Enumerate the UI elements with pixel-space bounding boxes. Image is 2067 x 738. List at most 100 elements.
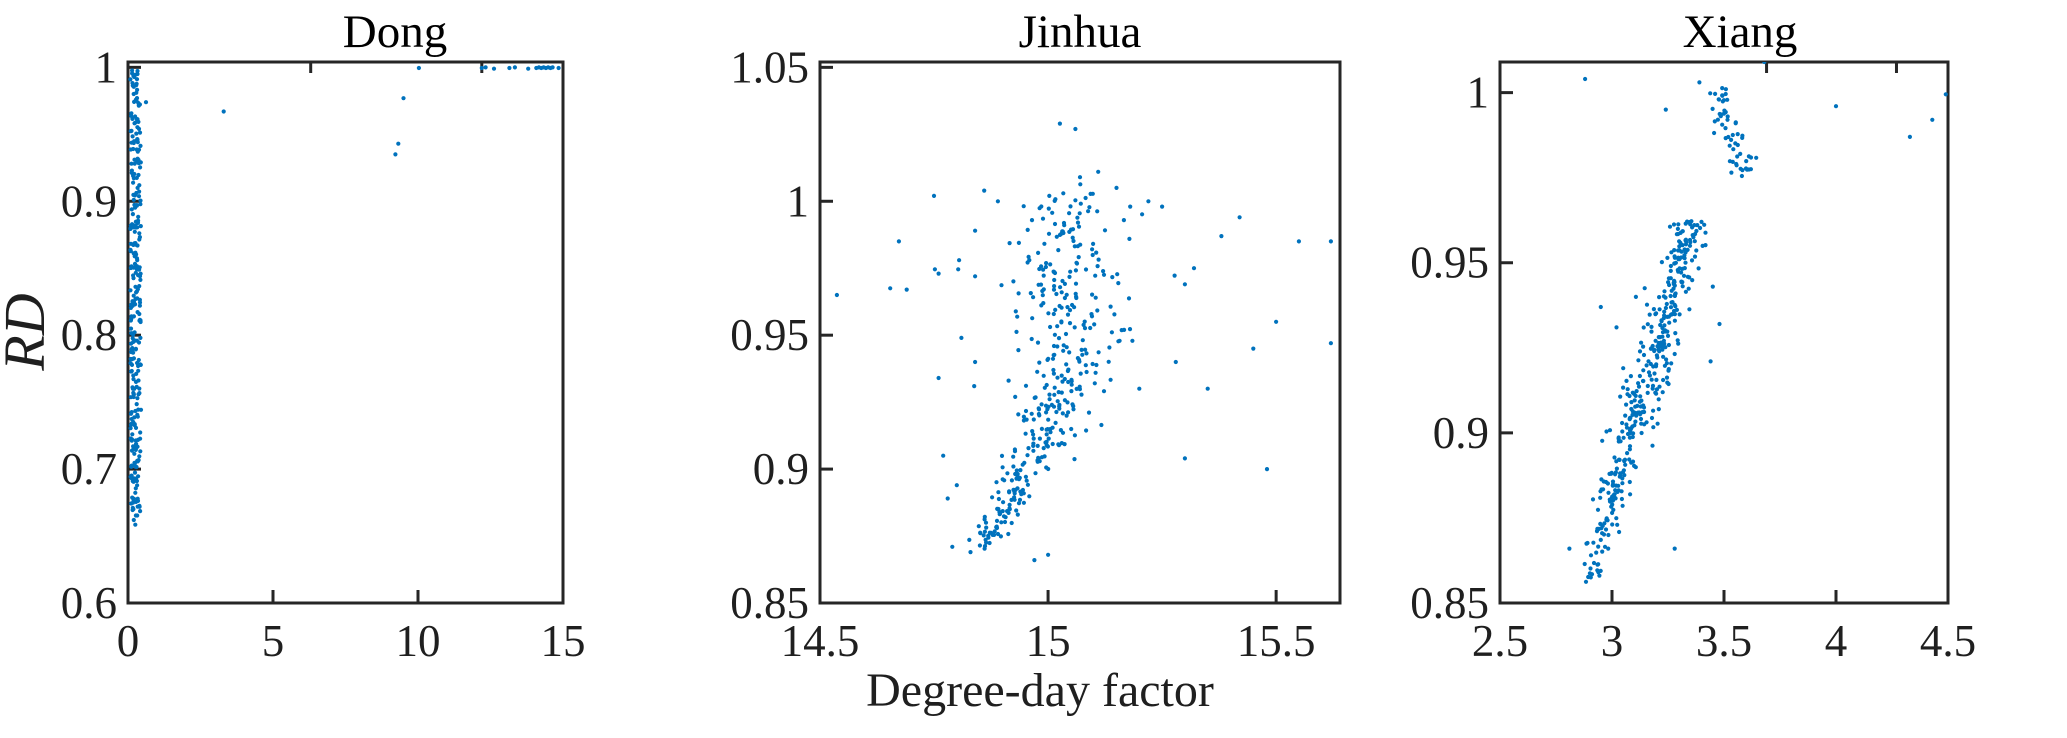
data-point (416, 65, 421, 71)
data-point (1094, 362, 1099, 368)
data-point (1009, 520, 1014, 526)
data-point (138, 198, 143, 203)
data-point (1086, 209, 1091, 214)
data-point (972, 384, 977, 389)
data-point (130, 347, 135, 352)
scatter-points (834, 121, 1333, 563)
data-point (973, 228, 978, 233)
data-point (1691, 235, 1696, 240)
data-point (1651, 425, 1656, 430)
data-point (131, 517, 136, 523)
data-point (1683, 260, 1688, 265)
data-point (1088, 325, 1093, 331)
data-point (1738, 151, 1743, 156)
data-point (131, 377, 136, 382)
data-point (136, 194, 142, 199)
x-tick-label: 3 (1601, 616, 1624, 666)
data-point (138, 165, 143, 170)
data-point (137, 386, 142, 391)
data-point (1672, 318, 1677, 323)
data-point (1093, 273, 1098, 278)
data-point (1625, 392, 1630, 397)
data-point (1598, 537, 1603, 543)
data-point (967, 537, 972, 543)
data-point (1604, 517, 1609, 523)
data-point (131, 479, 136, 484)
data-point (1658, 322, 1663, 328)
data-point (1615, 522, 1620, 527)
data-point (550, 65, 555, 70)
data-point (1068, 269, 1073, 274)
data-point (1065, 368, 1070, 374)
data-point (1251, 346, 1256, 351)
data-point (1668, 276, 1673, 281)
data-point (1108, 304, 1113, 309)
data-point (1075, 215, 1080, 220)
data-point (129, 207, 134, 212)
data-point (1598, 304, 1603, 310)
data-point (1001, 500, 1006, 505)
data-point (1090, 247, 1095, 252)
data-point (1666, 367, 1671, 372)
x-tick-label: 15.5 (1237, 616, 1316, 666)
data-point (1675, 338, 1680, 343)
data-point (904, 287, 909, 292)
data-point (1629, 400, 1634, 405)
data-point (1625, 431, 1631, 437)
data-point (128, 356, 133, 362)
data-point (1116, 281, 1121, 286)
data-point (1077, 359, 1082, 364)
data-point (1662, 289, 1667, 294)
data-point (1645, 390, 1650, 395)
data-point (135, 412, 140, 417)
data-point (129, 463, 134, 468)
data-point (1058, 285, 1063, 290)
data-point (1173, 359, 1178, 365)
data-point (1730, 159, 1735, 164)
data-point (1062, 223, 1067, 228)
data-point (1676, 269, 1681, 274)
data-point (1031, 432, 1036, 437)
data-point (1083, 267, 1089, 272)
data-point (1621, 435, 1626, 440)
data-point (1673, 260, 1678, 265)
data-point (1005, 471, 1010, 476)
data-point (1025, 453, 1030, 458)
data-point (1567, 546, 1572, 551)
data-point (1036, 407, 1042, 412)
data-point (994, 518, 1000, 524)
data-point (1066, 379, 1071, 385)
data-point (1669, 361, 1674, 366)
data-point (1052, 284, 1057, 289)
data-point (1682, 266, 1687, 271)
data-point (1146, 199, 1151, 204)
data-point (137, 284, 142, 289)
data-point (1050, 441, 1055, 447)
data-point (1126, 296, 1132, 301)
data-point (1727, 143, 1732, 148)
data-point (1641, 344, 1646, 349)
data-point (1016, 240, 1022, 245)
data-point (131, 197, 136, 202)
data-point (1013, 309, 1018, 314)
data-point (1653, 338, 1658, 343)
data-point (1264, 467, 1270, 472)
data-point (1052, 277, 1057, 283)
data-point (1646, 359, 1651, 364)
data-point (1688, 240, 1693, 245)
data-point (1035, 340, 1041, 345)
data-point (1071, 238, 1076, 244)
data-point (1072, 457, 1077, 462)
data-point (1720, 86, 1725, 91)
data-point (1673, 331, 1678, 336)
data-point (1076, 255, 1081, 260)
data-point (1073, 198, 1078, 203)
data-point (1616, 488, 1621, 493)
data-point (1067, 350, 1072, 355)
data-point (1061, 348, 1066, 353)
data-point (1654, 391, 1659, 396)
data-point (1007, 241, 1012, 246)
data-point (1090, 252, 1095, 258)
data-point (1026, 446, 1031, 451)
data-point (1734, 161, 1739, 167)
